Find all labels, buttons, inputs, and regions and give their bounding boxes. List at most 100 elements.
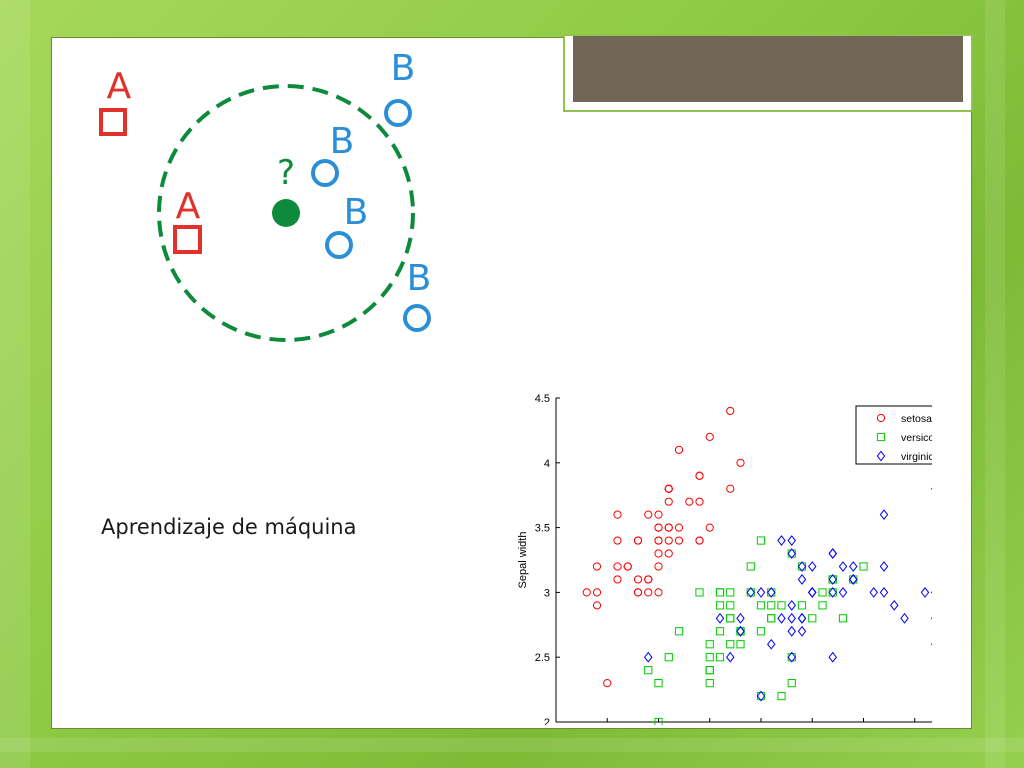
versicolor-point [726,601,735,610]
versicolor-point [787,653,796,662]
virginica-point [828,574,837,585]
versicolor-point [736,627,745,636]
virginica-point [715,612,725,624]
versicolor-point [818,601,827,610]
setosa-point [664,549,673,558]
versicolor-point [838,614,848,623]
setosa-point [674,536,684,545]
virginica-point [777,535,786,546]
setosa-point [705,432,714,441]
virginica-point [879,561,889,572]
versicolor-point [756,691,766,701]
virginica-point [787,612,796,624]
virginica-point [849,574,858,585]
versicolor-point [664,653,673,662]
versicolor-point [715,588,725,597]
y-tick-label: 2 [544,717,550,725]
setosa-point [726,406,735,416]
setosa-point [623,562,632,571]
setosa-point [592,588,602,597]
class-b-circle [403,304,431,332]
virginica-point [756,586,766,598]
virginica-point [879,509,889,521]
class-a-label: A [107,66,132,107]
versicolor-point [705,666,714,675]
virginica-point [797,612,807,624]
virginica-point [797,561,807,572]
setosa-point [644,510,653,519]
class-b-label: B [344,192,369,233]
setosa-point [654,549,663,558]
class-a-square [173,225,202,254]
setosa-point [654,510,663,519]
versicolor-point [726,614,735,623]
class-a-label: A [176,186,201,227]
versicolor-point [828,575,837,584]
setosa-point [705,523,714,532]
knn-diagram: ? A A A B B B B [99,48,432,342]
versicolor-point [715,588,725,597]
class-b-circle [325,231,353,259]
setosa-point [613,536,622,545]
virginica-point [746,586,755,598]
setosa-point [613,575,622,584]
setosa-point [613,562,622,571]
setosa-point [592,601,602,610]
virginica-point [808,586,817,598]
setosa-point [674,445,684,454]
virginica-point [787,599,796,611]
versicolor-point [828,588,837,597]
legend-marker-setosa [876,413,886,423]
setosa-point [654,588,663,597]
class-b-label: B [407,258,432,299]
query-label: ? [277,153,295,193]
legend-marker-versicolor [876,432,886,442]
versicolor-point [756,536,766,545]
virginica-point [808,586,817,598]
versicolor-point [797,562,807,571]
versicolor-point [674,627,684,636]
legend-marker-virginica [876,450,886,462]
virginica-point [797,625,807,637]
setosa-point [664,484,673,493]
setosa-point [633,536,643,545]
versicolor-point [705,640,714,649]
legend-box [855,405,932,465]
versicolor-point [654,717,663,725]
virginica-point [787,548,796,559]
background-stripe [0,738,1024,752]
versicolor-point [777,601,786,610]
class-b-circle [311,159,339,187]
versicolor-point [736,627,745,636]
setosa-point [582,588,591,597]
versicolor-point [756,601,766,610]
versicolor-point [818,588,827,597]
setosa-point [726,484,735,493]
virginica-point [736,612,745,624]
virginica-point [869,586,878,598]
virginica-point [808,561,817,572]
versicolor-point [808,614,817,623]
virginica-point [838,586,848,598]
y-tick-label: 4 [544,458,550,470]
y-tick-label: 2.5 [535,652,550,664]
background-stripe [0,0,30,768]
setosa-point [664,536,673,545]
versicolor-point [705,653,714,662]
versicolor-point [695,588,704,597]
versicolor-point [654,679,663,688]
setosa-point [644,575,653,584]
slide-content-area: ? A A A B B B B Aprendizaje de máquina 4… [51,34,973,729]
class-b-circle [384,99,412,127]
plot-points [582,406,932,725]
legend-label-versicolor: versicolor [901,432,932,444]
virginica-point [777,612,786,624]
setosa-point [633,575,643,584]
virginica-point [736,625,745,637]
virginica-point [767,586,776,598]
setosa-point [664,523,673,532]
virginica-point [890,599,899,611]
class-b-label: B [391,48,416,89]
